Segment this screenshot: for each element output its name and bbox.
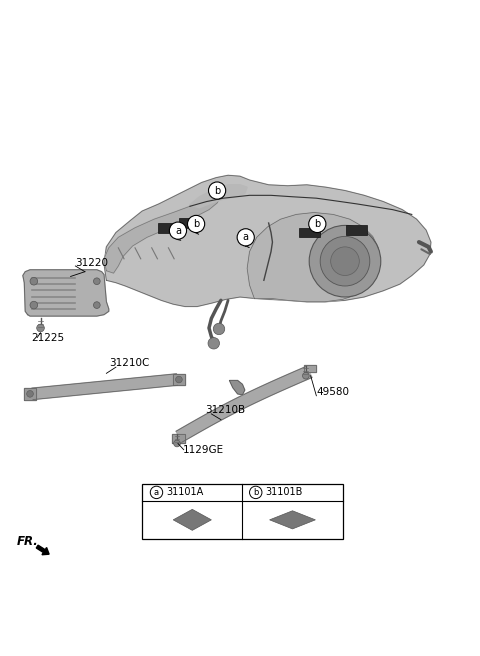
Circle shape [30,277,37,285]
Polygon shape [104,192,221,273]
Text: 21225: 21225 [31,333,64,343]
Polygon shape [24,388,36,400]
Circle shape [213,323,225,335]
Polygon shape [173,374,185,385]
Text: b: b [214,186,220,195]
Circle shape [30,301,37,309]
Circle shape [250,486,262,499]
Circle shape [237,229,254,246]
Circle shape [94,302,100,308]
Text: 49580: 49580 [316,387,349,397]
Polygon shape [32,374,178,400]
Polygon shape [270,511,315,529]
FancyArrow shape [36,545,49,555]
Bar [142,484,343,539]
Circle shape [188,215,204,233]
Polygon shape [304,365,316,372]
Circle shape [174,440,180,447]
Text: b: b [253,488,258,497]
Text: 31210C: 31210C [109,358,149,368]
Text: 1129GE: 1129GE [183,445,224,455]
Polygon shape [176,366,312,442]
Polygon shape [190,185,247,208]
Text: b: b [314,219,321,229]
Circle shape [150,486,163,499]
Polygon shape [172,434,185,443]
Text: b: b [193,219,199,229]
Text: 31220: 31220 [75,258,108,268]
Bar [299,228,320,237]
Polygon shape [247,213,379,302]
Circle shape [94,278,100,285]
Bar [158,223,179,233]
Text: 31101A: 31101A [166,487,204,497]
Polygon shape [229,380,245,395]
Circle shape [320,236,370,286]
Circle shape [302,373,309,379]
Circle shape [176,376,182,383]
Text: FR.: FR. [17,535,38,548]
Text: a: a [175,226,181,236]
Text: a: a [243,232,249,242]
Circle shape [36,324,44,332]
Bar [347,226,367,235]
Polygon shape [23,270,109,316]
Text: 31101B: 31101B [265,487,303,497]
Circle shape [169,222,187,239]
Text: a: a [154,488,159,497]
Circle shape [208,338,219,349]
Circle shape [208,182,226,199]
Circle shape [309,226,381,297]
Bar [180,218,200,228]
Circle shape [331,247,360,276]
Polygon shape [104,175,431,306]
Circle shape [309,215,326,233]
Text: 31210B: 31210B [205,405,246,415]
Circle shape [27,390,34,397]
Polygon shape [173,509,211,530]
